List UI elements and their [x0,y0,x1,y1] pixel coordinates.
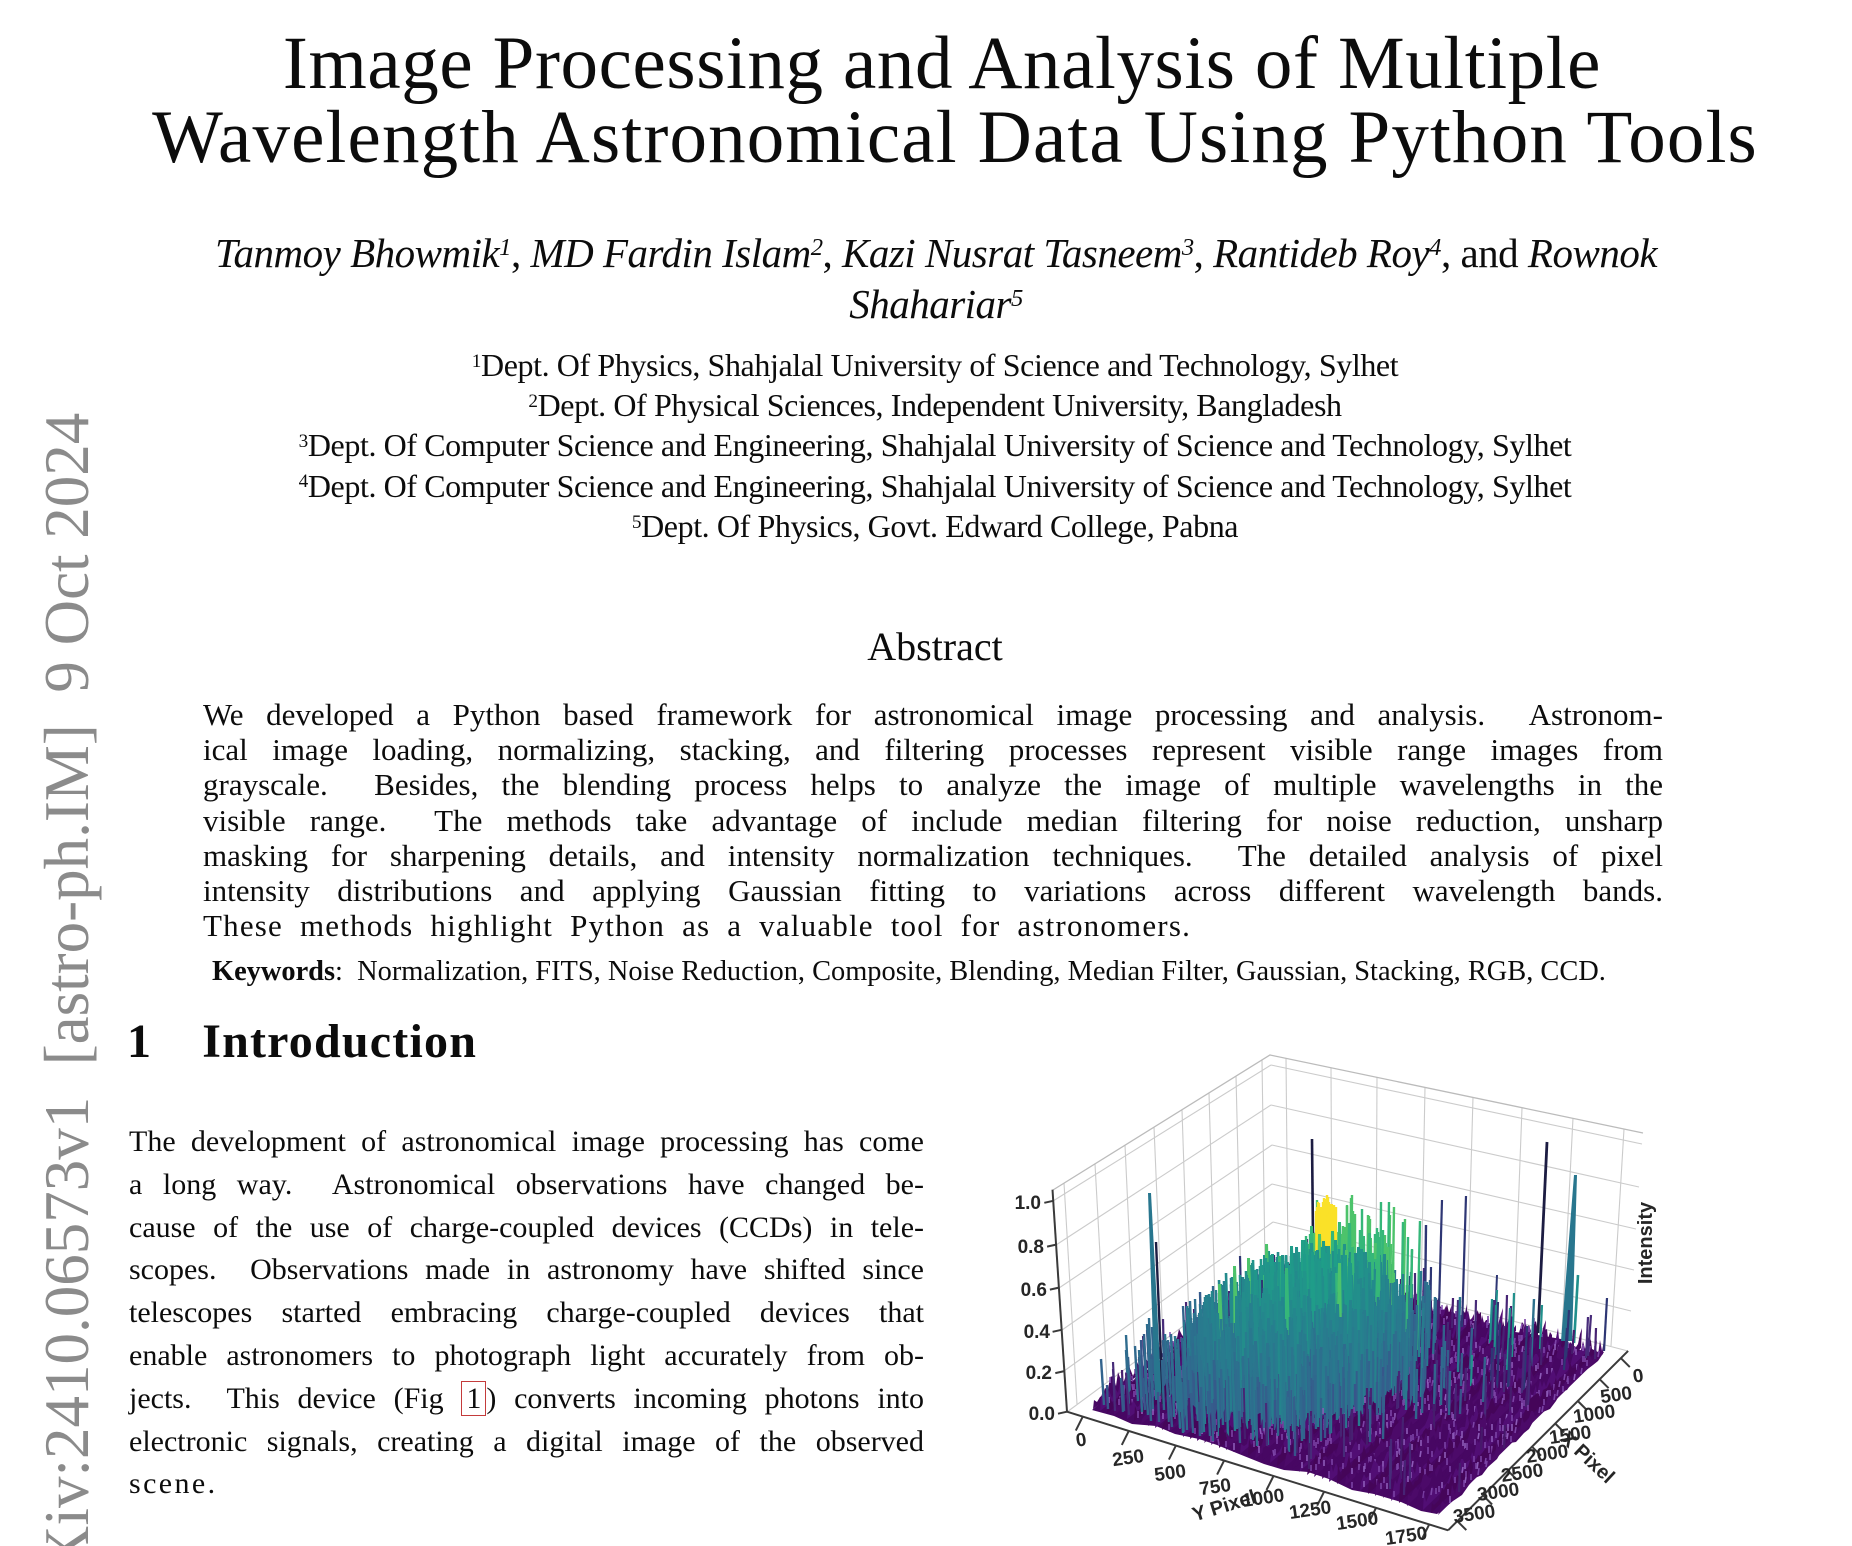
svg-text:0.4: 0.4 [1024,1322,1051,1343]
svg-text:0.0: 0.0 [1029,1404,1055,1425]
svg-text:0.2: 0.2 [1026,1363,1052,1384]
svg-text:0.6: 0.6 [1021,1280,1047,1301]
svg-text:250: 250 [1111,1446,1145,1471]
svg-text:500: 500 [1153,1461,1187,1486]
svg-text:1.0: 1.0 [1015,1193,1041,1214]
svg-text:1750: 1750 [1384,1523,1429,1546]
svg-text:1500: 1500 [1335,1508,1380,1535]
svg-text:3500: 3500 [1452,1501,1497,1528]
svg-text:0: 0 [1632,1365,1645,1387]
svg-text:0.8: 0.8 [1018,1237,1044,1258]
svg-text:1250: 1250 [1288,1497,1333,1524]
svg-text:500: 500 [1599,1383,1633,1408]
svg-text:750: 750 [1198,1475,1232,1500]
svg-text:Intensity: Intensity [1635,1201,1657,1284]
svg-text:0: 0 [1075,1429,1088,1451]
